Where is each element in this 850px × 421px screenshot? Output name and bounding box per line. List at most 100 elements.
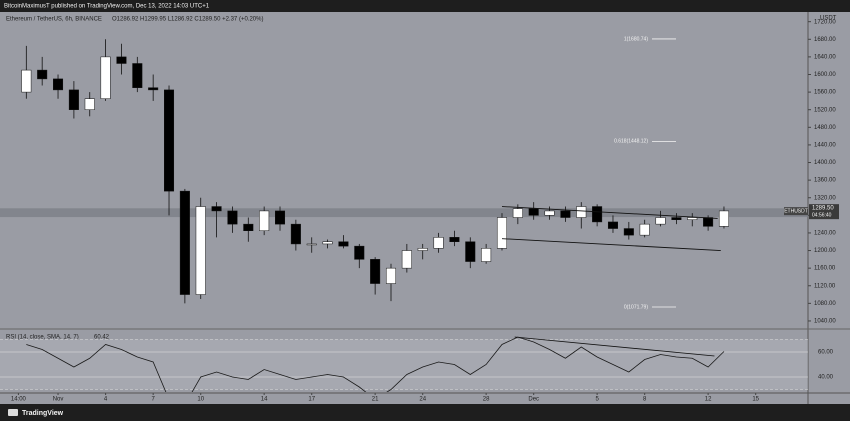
- y-tick-label: 1240.00: [814, 231, 836, 237]
- y-tick-label: 1040.00: [814, 319, 836, 325]
- axis-unit: USDT: [820, 16, 837, 22]
- candle-body: [37, 69, 48, 80]
- candle-body: [655, 217, 666, 225]
- y-tick-label: 1640.00: [814, 54, 836, 60]
- candle-body: [671, 217, 682, 220]
- candle-body: [592, 206, 603, 223]
- y-tick-label: 1560.00: [814, 90, 836, 96]
- candle-body: [576, 206, 587, 218]
- x-tick-label: 10: [197, 397, 204, 403]
- candle-body: [623, 228, 634, 236]
- x-tick-label: 4: [104, 397, 108, 403]
- candle-body: [607, 221, 618, 229]
- candle-body: [417, 248, 428, 251]
- candle-body: [354, 245, 365, 260]
- y-tick-label: 1360.00: [814, 178, 836, 184]
- x-tick-label: 7: [151, 397, 155, 403]
- candle-body: [132, 63, 143, 88]
- candle-body: [53, 78, 64, 91]
- candle-body: [496, 217, 507, 249]
- x-tick-label: 21: [372, 397, 379, 403]
- brand-logo: [8, 409, 18, 416]
- y-tick-label: 1120.00: [814, 283, 836, 289]
- publisher: BitcoinMaximusT published on TradingView…: [4, 4, 210, 10]
- y-tick-label: 1480.00: [814, 125, 836, 131]
- x-tick-label: 24: [419, 397, 426, 403]
- candle-body: [481, 248, 492, 262]
- ohlc-legend: O1286.92 H1299.95 L1286.92 C1289.50 +2.3…: [112, 17, 263, 23]
- x-tick-label: 28: [483, 397, 490, 403]
- x-tick-label: 17: [308, 397, 315, 403]
- main-pane: [0, 38, 808, 308]
- x-tick-label: 15: [752, 397, 759, 403]
- y-tick-label: 1520.00: [814, 107, 836, 113]
- fib-label: 1(1680.74): [624, 36, 649, 42]
- symbol-tag: ETHUSDT: [784, 208, 808, 214]
- last-price: 1289.50: [812, 206, 834, 212]
- candle-body: [385, 267, 397, 284]
- countdown: 04:56:40: [812, 212, 832, 218]
- x-tick-label: Nov: [53, 397, 64, 403]
- candle-body: [703, 217, 714, 227]
- rsi-title: RSI (14, close, SMA, 14, 7): [6, 335, 79, 341]
- candle-body: [259, 210, 270, 231]
- y-tick-label: 1200.00: [814, 248, 836, 254]
- y-tick-label: 1160.00: [814, 266, 836, 272]
- candle-body: [116, 56, 127, 64]
- candle-body: [84, 98, 95, 110]
- candle-body: [512, 208, 523, 218]
- x-tick-label: 5: [595, 397, 599, 403]
- rsi-band-fill: [0, 339, 808, 390]
- candle-body: [306, 243, 317, 246]
- x-tick-label: 14: [261, 397, 268, 403]
- x-tick-label: 14:00: [11, 397, 27, 403]
- candle-body: [401, 250, 412, 269]
- y-tick-label: 1680.00: [814, 37, 836, 43]
- candle-body: [100, 56, 111, 99]
- candle-body: [211, 206, 222, 212]
- y-tick-label: 1440.00: [814, 142, 836, 148]
- rsi-trendline: [514, 336, 715, 357]
- candle-body: [639, 223, 650, 236]
- candle-body: [449, 237, 460, 242]
- candle-body: [322, 241, 333, 245]
- rsi-tick-label: 60.00: [818, 350, 834, 356]
- rsi-pane: [0, 336, 808, 392]
- x-tick-label: Dec: [528, 397, 539, 403]
- candle-body: [68, 89, 79, 110]
- candle-body: [465, 241, 476, 262]
- candle-body: [227, 210, 238, 225]
- rsi-line: [26, 336, 725, 392]
- candle-body: [290, 223, 301, 245]
- y-tick-label: 1720.00: [814, 19, 836, 25]
- fib-label: 0.618(1448.12): [614, 139, 648, 145]
- rsi-value: 60.42: [94, 335, 110, 341]
- trendline: [501, 206, 718, 219]
- candle-body: [560, 210, 571, 218]
- resistance-zone: [0, 208, 808, 218]
- y-tick-label: 1320.00: [814, 195, 836, 201]
- x-tick-label: 8: [643, 397, 647, 403]
- symbol-title: Ethereum / TetherUS, 6h, BINANCE: [6, 17, 102, 23]
- y-tick-label: 1600.00: [814, 72, 836, 78]
- y-tick-label: 1080.00: [814, 301, 836, 307]
- rsi-tick-label: 40.00: [818, 375, 834, 381]
- candle-body: [179, 190, 190, 295]
- brand: TradingView: [22, 410, 64, 417]
- candle-body: [243, 223, 254, 231]
- candle-body: [21, 69, 32, 93]
- symbol-tag-bg: [784, 207, 808, 216]
- fib-label: 0(1071.79): [624, 304, 649, 310]
- trendline: [501, 238, 721, 251]
- candle-body: [718, 210, 729, 227]
- candle-body: [370, 259, 381, 284]
- candle-body: [433, 237, 444, 249]
- candle-body: [338, 241, 349, 247]
- y-tick-label: 1400.00: [814, 160, 836, 166]
- candle-body: [528, 208, 539, 216]
- x-tick-label: 12: [705, 397, 712, 403]
- candle-body: [164, 89, 175, 192]
- candle-body: [195, 206, 206, 295]
